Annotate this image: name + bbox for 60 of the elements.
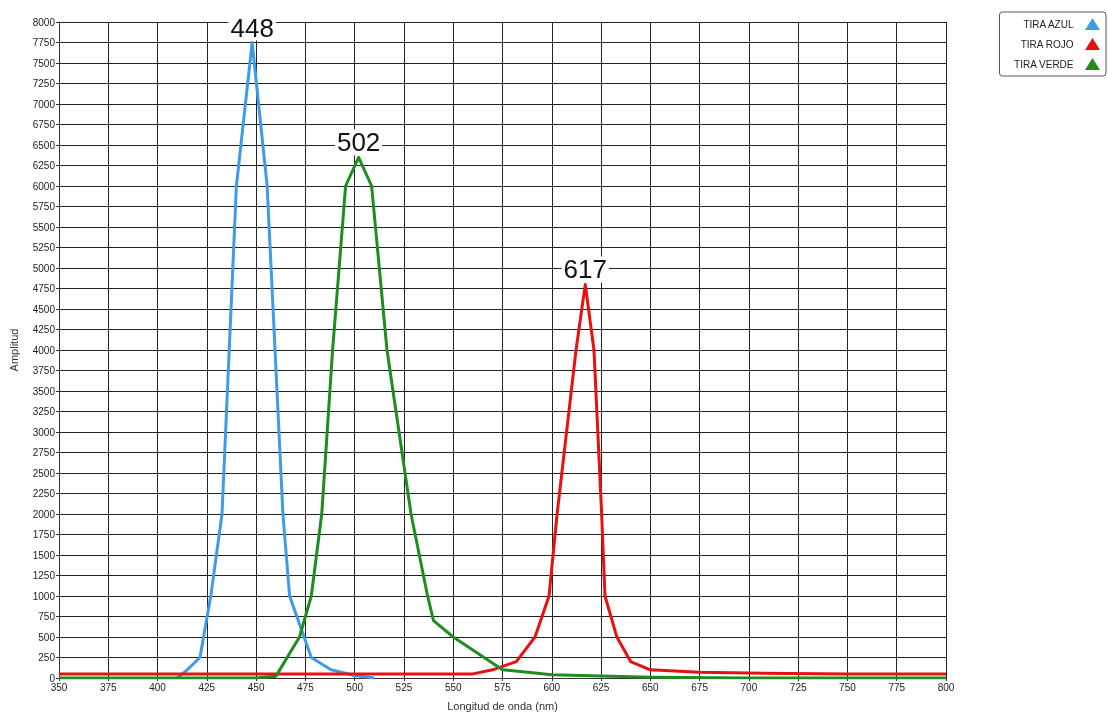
y-tick-label: 5750 (32, 201, 56, 212)
legend-label: TIRA AZUL (1023, 18, 1074, 30)
y-tick-label: 7000 (32, 98, 56, 110)
x-tick-label: 525 (395, 681, 413, 693)
y-tick-label: 1000 (32, 590, 56, 602)
y-tick-label: 4000 (32, 344, 56, 356)
y-tick-label: 0 (49, 672, 56, 684)
x-tick-label: 700 (740, 681, 758, 693)
x-tick-label: 400 (149, 681, 167, 693)
y-tick-label: 750 (38, 611, 56, 622)
y-tick-label: 5500 (32, 221, 56, 233)
y-tick-label: 3000 (32, 426, 56, 438)
x-tick-label: 575 (494, 681, 512, 693)
y-tick-label: 7250 (32, 78, 56, 89)
x-tick-label: 675 (691, 681, 709, 693)
x-tick-label: 375 (99, 681, 118, 693)
y-tick-label: 500 (38, 631, 56, 643)
x-axis-title: Longitud de onda (nm) (447, 699, 558, 712)
y-tick-label: 1750 (32, 529, 56, 540)
y-tick-label: 6000 (32, 180, 56, 192)
x-tick-label: 775 (888, 681, 906, 693)
annotation: 502 (336, 127, 381, 158)
x-tick-label: 475 (297, 681, 315, 693)
x-tick-label: 500 (346, 681, 364, 693)
x-tick-label: 425 (198, 681, 216, 693)
x-tick-label: 550 (444, 681, 462, 693)
x-tick-label: 625 (592, 681, 610, 693)
annotation: 448 (230, 12, 274, 43)
y-tick-label: 250 (38, 652, 56, 663)
y-tick-label: 3250 (32, 406, 56, 417)
x-tick-label: 350 (50, 681, 68, 693)
y-tick-label: 6250 (32, 160, 56, 171)
y-tick-label: 2500 (32, 467, 56, 479)
y-tick-label: 5250 (32, 242, 56, 253)
annotation: 617 (563, 254, 607, 285)
y-tick-label: 7500 (32, 57, 56, 69)
x-tick-label: 800 (937, 681, 955, 693)
y-tick-label: 7750 (32, 37, 56, 48)
y-tick-label: 1500 (32, 549, 56, 561)
x-tick-label: 750 (839, 681, 857, 693)
y-tick-label: 4750 (32, 283, 56, 294)
y-tick-label: 6500 (32, 139, 56, 151)
y-tick-label: 2750 (32, 447, 56, 458)
x-tick-label: 725 (789, 681, 807, 693)
x-tick-label: 450 (247, 681, 265, 693)
y-tick-label: 6750 (32, 119, 56, 130)
x-tick-label: 650 (641, 681, 660, 693)
legend-label: TIRA ROJO (1020, 38, 1074, 50)
y-tick-label: 5000 (32, 262, 56, 274)
y-tick-label: 4250 (32, 324, 56, 335)
y-tick-label: 2000 (32, 508, 56, 520)
y-tick-label: 3500 (32, 385, 56, 397)
y-tick-label: 1250 (32, 570, 56, 581)
y-tick-label: 2250 (32, 488, 56, 499)
y-tick-label: 4500 (32, 303, 56, 315)
y-tick-label: 3750 (32, 365, 56, 376)
legend-label: TIRA VERDE (1014, 58, 1074, 70)
x-tick-label: 600 (543, 681, 561, 693)
y-tick-label: 8000 (32, 16, 56, 28)
y-axis-title: Amplitud (7, 328, 20, 372)
